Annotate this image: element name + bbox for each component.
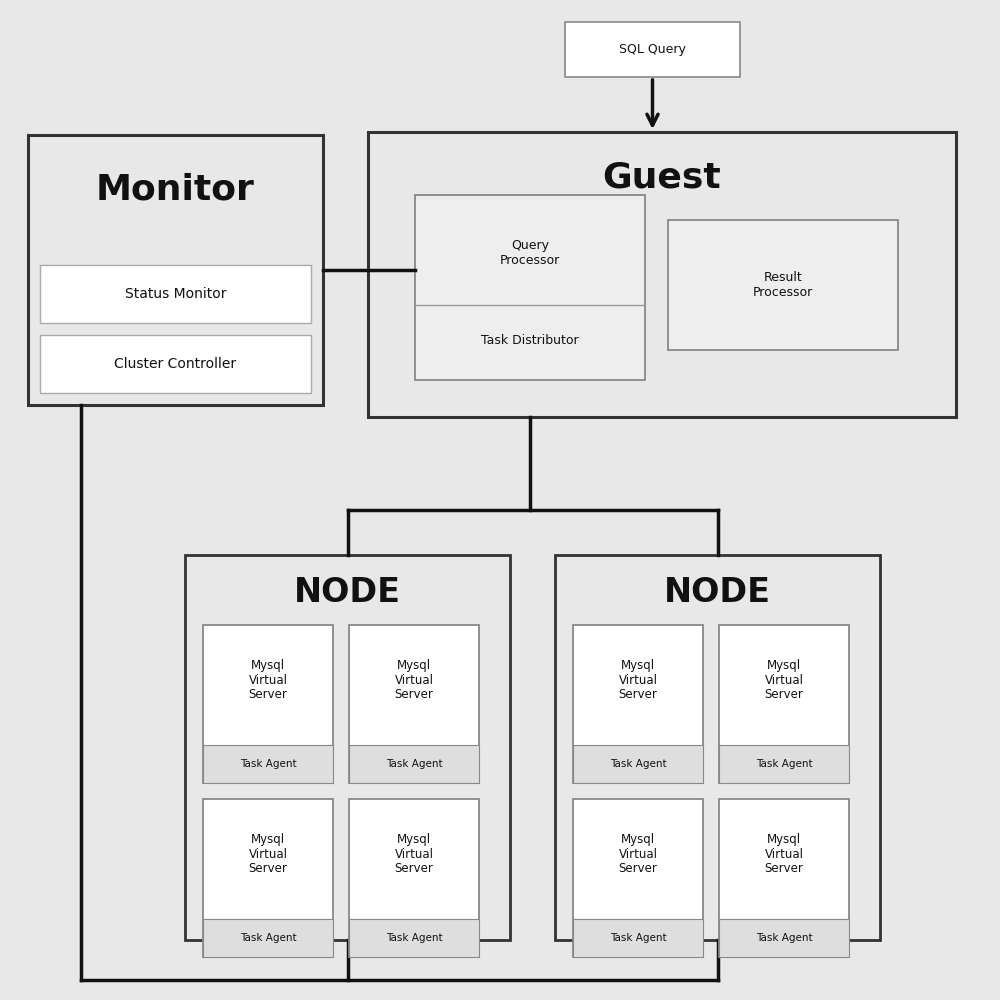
- Bar: [565, 22, 740, 77]
- Bar: [719, 799, 849, 957]
- Text: Mysql
Virtual
Server: Mysql Virtual Server: [248, 832, 288, 876]
- Text: Mysql
Virtual
Server: Mysql Virtual Server: [765, 832, 804, 876]
- Bar: [349, 745, 479, 783]
- Text: Task Agent: Task Agent: [756, 933, 812, 943]
- Bar: [203, 919, 333, 957]
- Bar: [203, 625, 333, 783]
- Text: Task Agent: Task Agent: [610, 933, 666, 943]
- Bar: [719, 919, 849, 957]
- Bar: [40, 265, 311, 323]
- Text: Result
Processor: Result Processor: [753, 271, 813, 299]
- Text: Mysql
Virtual
Server: Mysql Virtual Server: [248, 658, 288, 702]
- Bar: [203, 799, 333, 957]
- Bar: [203, 745, 333, 783]
- Bar: [555, 555, 880, 940]
- Text: Mysql
Virtual
Server: Mysql Virtual Server: [765, 658, 804, 702]
- Bar: [573, 745, 703, 783]
- Bar: [668, 220, 898, 350]
- Bar: [349, 919, 479, 957]
- Bar: [349, 625, 479, 783]
- Text: Task Agent: Task Agent: [240, 759, 296, 769]
- Text: NODE: NODE: [294, 576, 401, 609]
- Text: Monitor: Monitor: [96, 173, 255, 207]
- Bar: [185, 555, 510, 940]
- Bar: [349, 799, 479, 957]
- Text: Mysql
Virtual
Server: Mysql Virtual Server: [394, 832, 434, 876]
- Text: Task Agent: Task Agent: [240, 933, 296, 943]
- Text: Task Agent: Task Agent: [756, 759, 812, 769]
- Bar: [573, 625, 703, 783]
- Bar: [573, 799, 703, 957]
- Text: NODE: NODE: [664, 576, 771, 609]
- Text: Query
Processor: Query Processor: [500, 239, 560, 267]
- Bar: [719, 745, 849, 783]
- Text: Task Agent: Task Agent: [386, 759, 442, 769]
- Text: Mysql
Virtual
Server: Mysql Virtual Server: [394, 658, 434, 702]
- Text: Task Agent: Task Agent: [386, 933, 442, 943]
- Text: Cluster Controller: Cluster Controller: [114, 357, 237, 371]
- Text: Mysql
Virtual
Server: Mysql Virtual Server: [618, 832, 658, 876]
- Bar: [415, 195, 645, 380]
- Bar: [573, 919, 703, 957]
- Bar: [368, 132, 956, 417]
- Text: SQL Query: SQL Query: [619, 43, 686, 56]
- Text: Task Agent: Task Agent: [610, 759, 666, 769]
- Text: Status Monitor: Status Monitor: [125, 287, 226, 301]
- Text: Guest: Guest: [603, 160, 721, 194]
- Bar: [28, 135, 323, 405]
- Bar: [719, 625, 849, 783]
- Bar: [40, 335, 311, 393]
- Text: Task Distributor: Task Distributor: [481, 334, 579, 347]
- Text: Mysql
Virtual
Server: Mysql Virtual Server: [618, 658, 658, 702]
